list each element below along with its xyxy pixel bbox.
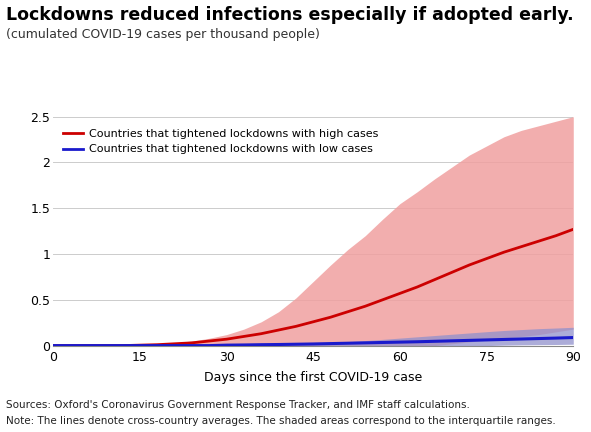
Text: Note: The lines denote cross-country averages. The shaded areas correspond to th: Note: The lines denote cross-country ave… [6, 416, 556, 426]
Text: Sources: Oxford's Coronavirus Government Response Tracker, and IMF staff calcula: Sources: Oxford's Coronavirus Government… [6, 400, 470, 410]
Text: Lockdowns reduced infections especially if adopted early.: Lockdowns reduced infections especially … [6, 6, 573, 25]
Text: (cumulated COVID-19 cases per thousand people): (cumulated COVID-19 cases per thousand p… [6, 28, 320, 41]
X-axis label: Days since the first COVID-19 case: Days since the first COVID-19 case [204, 371, 423, 384]
Legend: Countries that tightened lockdowns with high cases, Countries that tightened loc: Countries that tightened lockdowns with … [59, 124, 382, 159]
